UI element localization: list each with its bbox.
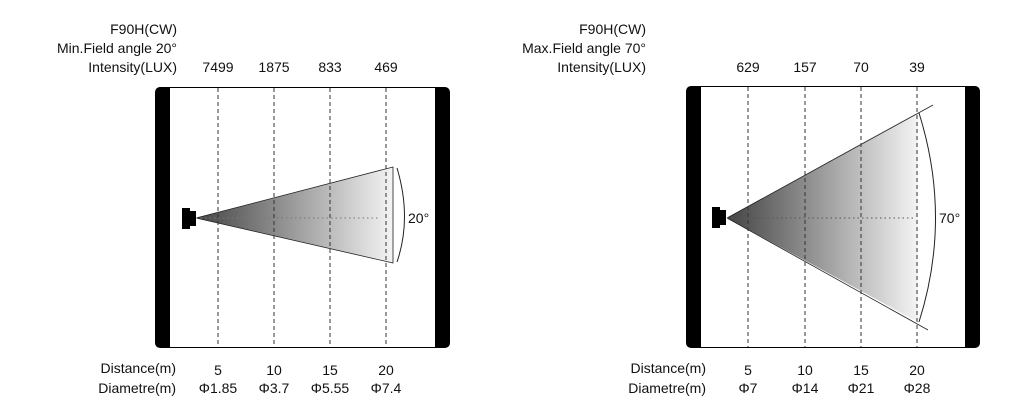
distance-value: 5 bbox=[214, 362, 222, 378]
field-angle-label: Min.Field angle 20° bbox=[57, 40, 177, 56]
light-fixture-icon bbox=[712, 207, 726, 228]
diameter-label: Diametre(m) bbox=[628, 380, 706, 396]
distance-label: Distance(m) bbox=[631, 360, 706, 376]
panel-max-angle: F90H(CW) Max.Field angle 70° Intensity(L… bbox=[522, 21, 980, 396]
intensity-label: Intensity(LUX) bbox=[557, 59, 646, 75]
diameter-value: Φ5.55 bbox=[311, 380, 350, 396]
light-beam bbox=[727, 112, 918, 322]
diameter-value: Φ7 bbox=[739, 380, 758, 396]
light-fixture-icon bbox=[182, 208, 196, 229]
model-label: F90H(CW) bbox=[579, 21, 646, 37]
field-angle-label: Max.Field angle 70° bbox=[522, 40, 646, 56]
diameter-value: Φ7.4 bbox=[371, 380, 402, 396]
diameter-value: Φ14 bbox=[792, 380, 819, 396]
angle-label: 20° bbox=[408, 210, 429, 226]
diameter-label: Diametre(m) bbox=[98, 380, 176, 396]
angle-arc bbox=[396, 167, 405, 263]
diameter-value: Φ1.85 bbox=[199, 380, 238, 396]
diameter-value: Φ21 bbox=[848, 380, 875, 396]
beam-edge bbox=[726, 217, 929, 331]
angle-label: 70° bbox=[939, 210, 960, 226]
intensity-label: Intensity(LUX) bbox=[88, 59, 177, 75]
distance-value: 15 bbox=[853, 362, 869, 378]
intensity-value: 629 bbox=[736, 59, 760, 75]
intensity-value: 1875 bbox=[258, 59, 289, 75]
distance-value: 5 bbox=[744, 362, 752, 378]
distance-value: 20 bbox=[909, 362, 925, 378]
panel-min-angle: F90H(CW) Min.Field angle 20° Intensity(L… bbox=[57, 21, 450, 396]
distance-label: Distance(m) bbox=[101, 360, 176, 376]
beam-edge bbox=[726, 104, 934, 219]
intensity-value: 469 bbox=[374, 59, 398, 75]
intensity-value: 39 bbox=[909, 59, 925, 75]
distance-gridlines bbox=[747, 87, 918, 347]
distance-gridlines bbox=[217, 88, 387, 347]
intensity-value: 70 bbox=[853, 59, 869, 75]
intensity-value: 7499 bbox=[202, 59, 233, 75]
distance-value: 10 bbox=[266, 362, 282, 378]
intensity-value: 833 bbox=[318, 59, 342, 75]
diameter-value: Φ28 bbox=[904, 380, 931, 396]
light-beam bbox=[195, 166, 394, 264]
intensity-value: 157 bbox=[793, 59, 817, 75]
distance-value: 10 bbox=[797, 362, 813, 378]
angle-arc bbox=[918, 112, 936, 323]
distance-value: 15 bbox=[322, 362, 338, 378]
diameter-value: Φ3.7 bbox=[259, 380, 290, 396]
distance-value: 20 bbox=[378, 362, 394, 378]
model-label: F90H(CW) bbox=[110, 21, 177, 37]
